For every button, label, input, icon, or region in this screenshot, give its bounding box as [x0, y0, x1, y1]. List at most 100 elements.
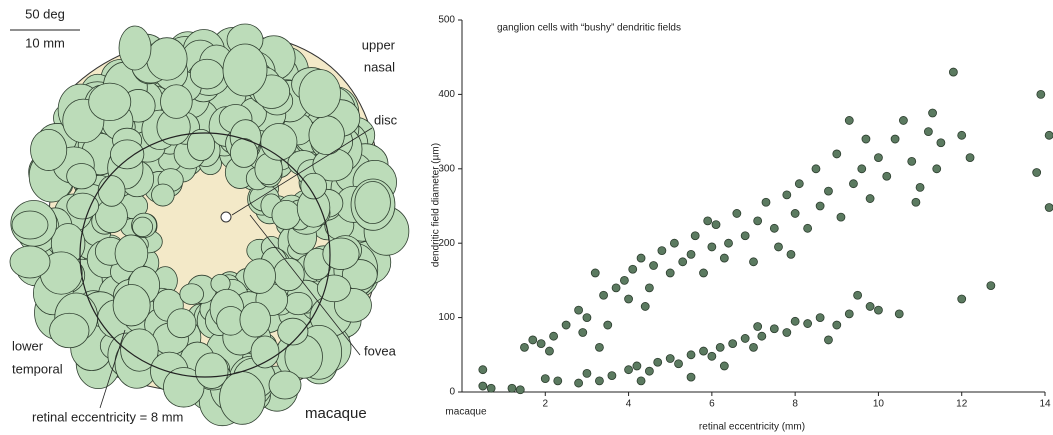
retina-diagram: 50 deg 10 mm upper nasal disc lower temp… — [9, 6, 410, 427]
data-point — [757, 331, 767, 341]
data-point — [849, 179, 858, 189]
data-point — [911, 197, 921, 207]
data-point — [620, 275, 629, 285]
data-point — [545, 346, 554, 356]
data-point — [832, 149, 842, 159]
dendritic-field — [300, 172, 327, 200]
data-point — [936, 138, 946, 148]
data-point — [719, 253, 729, 263]
scale-label: 10 mm — [25, 35, 65, 50]
data-point — [603, 320, 613, 330]
data-point — [753, 322, 763, 331]
data-point — [865, 302, 875, 311]
dendritic-field — [120, 328, 159, 372]
region-label: temporal — [12, 361, 63, 376]
data-point — [832, 320, 842, 330]
data-point — [824, 335, 833, 345]
data-point — [553, 376, 563, 386]
data-point — [1044, 130, 1053, 140]
dendritic-field — [114, 234, 149, 273]
eccentricity-pointer — [99, 329, 126, 409]
data-point — [928, 108, 937, 118]
region-label: lower — [12, 338, 44, 353]
data-point — [478, 365, 488, 375]
dendritic-field — [260, 123, 298, 161]
data-point — [728, 339, 738, 349]
data-point — [703, 216, 713, 226]
data-point — [628, 264, 638, 274]
dendritic-field — [243, 258, 276, 294]
region-label: nasal — [364, 59, 395, 74]
data-point — [986, 281, 996, 291]
data-point — [507, 383, 517, 393]
data-point — [607, 371, 617, 381]
dendritic-field — [49, 312, 90, 349]
data-point — [857, 164, 867, 174]
data-point — [844, 309, 854, 319]
data-point — [749, 342, 758, 352]
dendritic-field — [146, 37, 188, 81]
x-tick-label: 12 — [956, 399, 968, 410]
data-point — [644, 366, 654, 376]
dendritic-field — [250, 335, 280, 369]
data-point — [549, 331, 559, 341]
data-point — [824, 186, 833, 196]
data-point — [540, 374, 550, 384]
eccentricity-circle — [79, 132, 331, 378]
data-point — [811, 164, 821, 174]
data-point — [753, 216, 763, 226]
data-point — [636, 376, 646, 386]
x-tick-label: 14 — [1039, 399, 1051, 410]
x-tick-label: 4 — [626, 399, 632, 410]
dendritic-field — [88, 82, 132, 122]
data-point — [686, 372, 696, 382]
data-point — [719, 361, 729, 371]
dendritic-field — [9, 245, 51, 279]
dendritic-field — [268, 370, 302, 400]
data-point — [574, 305, 583, 315]
data-point — [907, 156, 917, 166]
dendritic-field — [66, 163, 97, 190]
data-point — [699, 268, 708, 278]
dendritic-field — [187, 129, 216, 162]
data-point — [948, 67, 958, 77]
data-point — [520, 342, 529, 352]
data-point — [699, 346, 708, 356]
optic-disc — [220, 211, 232, 223]
data-point — [899, 116, 908, 125]
data-point — [574, 378, 583, 388]
dendritic-field — [163, 367, 205, 408]
y-tick-label: 100 — [438, 312, 455, 323]
fovea-pointer — [249, 214, 361, 356]
data-point — [711, 220, 721, 230]
dendritic-field — [160, 84, 193, 119]
dendritic-field — [132, 216, 154, 238]
data-point — [865, 194, 875, 203]
dendritic-field — [151, 183, 175, 207]
data-point — [769, 223, 779, 233]
data-point — [632, 361, 642, 371]
data-point — [715, 342, 725, 352]
data-point — [674, 359, 683, 369]
species-label: macaque — [305, 405, 367, 422]
data-point — [1036, 90, 1046, 99]
data-point — [790, 316, 800, 326]
data-point — [599, 290, 608, 300]
x-tick-label: 10 — [873, 399, 885, 410]
data-point — [874, 153, 883, 163]
region-label: upper — [362, 37, 396, 52]
dendritic-field — [30, 128, 68, 171]
data-point — [815, 201, 825, 211]
data-point — [528, 335, 538, 345]
dendritic-field — [66, 192, 99, 220]
data-point — [803, 223, 813, 233]
data-point — [774, 242, 783, 252]
data-point — [815, 313, 825, 323]
data-point — [861, 134, 871, 144]
data-point — [932, 164, 942, 174]
data-point — [957, 130, 967, 140]
data-point — [644, 283, 654, 293]
data-point — [769, 324, 779, 334]
